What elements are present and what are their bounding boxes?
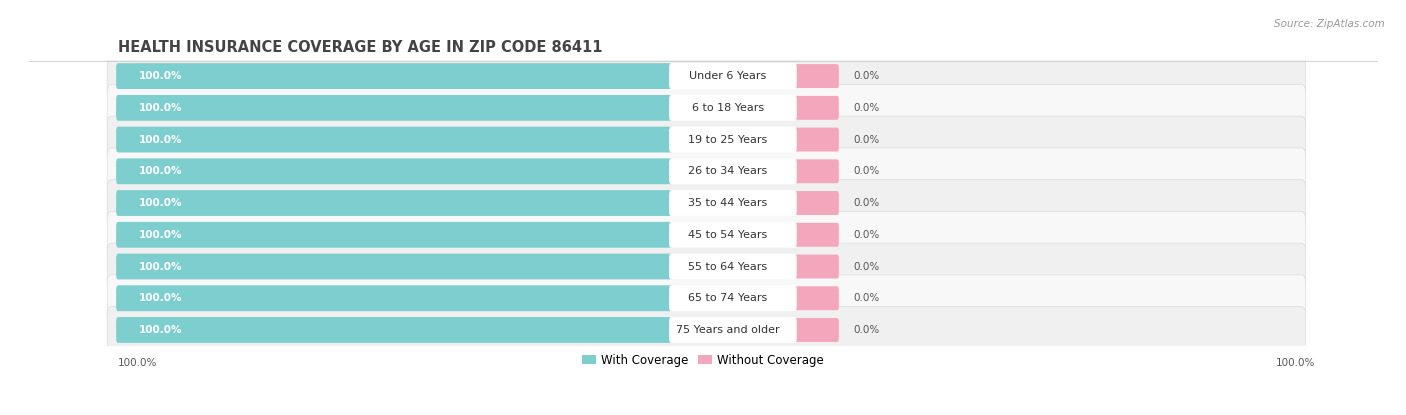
FancyBboxPatch shape (117, 190, 673, 216)
Text: 100.0%: 100.0% (1277, 358, 1316, 368)
Text: 100.0%: 100.0% (139, 198, 183, 208)
FancyBboxPatch shape (770, 254, 839, 278)
Text: 0.0%: 0.0% (853, 166, 880, 176)
FancyBboxPatch shape (107, 53, 1306, 100)
Text: 75 Years and older: 75 Years and older (676, 325, 780, 335)
FancyBboxPatch shape (117, 222, 673, 248)
FancyBboxPatch shape (669, 190, 797, 216)
Legend: With Coverage, Without Coverage: With Coverage, Without Coverage (578, 349, 828, 371)
FancyBboxPatch shape (107, 148, 1306, 195)
Text: 55 to 64 Years: 55 to 64 Years (689, 261, 768, 271)
Text: 0.0%: 0.0% (853, 230, 880, 240)
FancyBboxPatch shape (770, 127, 839, 151)
FancyBboxPatch shape (669, 127, 797, 152)
Text: 100.0%: 100.0% (139, 71, 183, 81)
FancyBboxPatch shape (770, 191, 839, 215)
Text: 100.0%: 100.0% (139, 230, 183, 240)
Text: Under 6 Years: Under 6 Years (689, 71, 766, 81)
Text: 26 to 34 Years: 26 to 34 Years (689, 166, 768, 176)
FancyBboxPatch shape (117, 95, 673, 121)
FancyBboxPatch shape (669, 63, 797, 89)
FancyBboxPatch shape (770, 96, 839, 120)
FancyBboxPatch shape (107, 275, 1306, 322)
Text: 0.0%: 0.0% (853, 134, 880, 144)
FancyBboxPatch shape (107, 85, 1306, 131)
Text: 0.0%: 0.0% (853, 293, 880, 303)
FancyBboxPatch shape (770, 286, 839, 310)
Text: 100.0%: 100.0% (139, 103, 183, 113)
FancyBboxPatch shape (669, 222, 797, 248)
FancyBboxPatch shape (117, 159, 673, 184)
Text: 0.0%: 0.0% (853, 198, 880, 208)
FancyBboxPatch shape (117, 127, 673, 152)
FancyBboxPatch shape (669, 317, 797, 343)
Text: Source: ZipAtlas.com: Source: ZipAtlas.com (1274, 19, 1385, 29)
FancyBboxPatch shape (669, 286, 797, 311)
FancyBboxPatch shape (107, 211, 1306, 258)
FancyBboxPatch shape (770, 64, 839, 88)
Text: 100.0%: 100.0% (118, 358, 157, 368)
Text: 65 to 74 Years: 65 to 74 Years (689, 293, 768, 303)
Text: 45 to 54 Years: 45 to 54 Years (689, 230, 768, 240)
FancyBboxPatch shape (669, 254, 797, 279)
FancyBboxPatch shape (117, 63, 673, 89)
FancyBboxPatch shape (669, 159, 797, 184)
Text: 0.0%: 0.0% (853, 71, 880, 81)
FancyBboxPatch shape (117, 254, 673, 279)
Text: 6 to 18 Years: 6 to 18 Years (692, 103, 763, 113)
FancyBboxPatch shape (107, 116, 1306, 163)
Text: 100.0%: 100.0% (139, 261, 183, 271)
Text: 19 to 25 Years: 19 to 25 Years (689, 134, 768, 144)
FancyBboxPatch shape (107, 243, 1306, 290)
FancyBboxPatch shape (117, 317, 673, 343)
Text: 0.0%: 0.0% (853, 325, 880, 335)
Text: 0.0%: 0.0% (853, 103, 880, 113)
Text: HEALTH INSURANCE COVERAGE BY AGE IN ZIP CODE 86411: HEALTH INSURANCE COVERAGE BY AGE IN ZIP … (118, 41, 603, 56)
Text: 100.0%: 100.0% (139, 134, 183, 144)
FancyBboxPatch shape (770, 223, 839, 247)
FancyBboxPatch shape (770, 159, 839, 183)
FancyBboxPatch shape (117, 286, 673, 311)
FancyBboxPatch shape (669, 95, 797, 121)
Text: 0.0%: 0.0% (853, 261, 880, 271)
Text: 35 to 44 Years: 35 to 44 Years (689, 198, 768, 208)
Text: 100.0%: 100.0% (139, 325, 183, 335)
Text: 100.0%: 100.0% (139, 293, 183, 303)
Text: 100.0%: 100.0% (139, 166, 183, 176)
FancyBboxPatch shape (107, 180, 1306, 227)
FancyBboxPatch shape (770, 318, 839, 342)
FancyBboxPatch shape (107, 307, 1306, 353)
